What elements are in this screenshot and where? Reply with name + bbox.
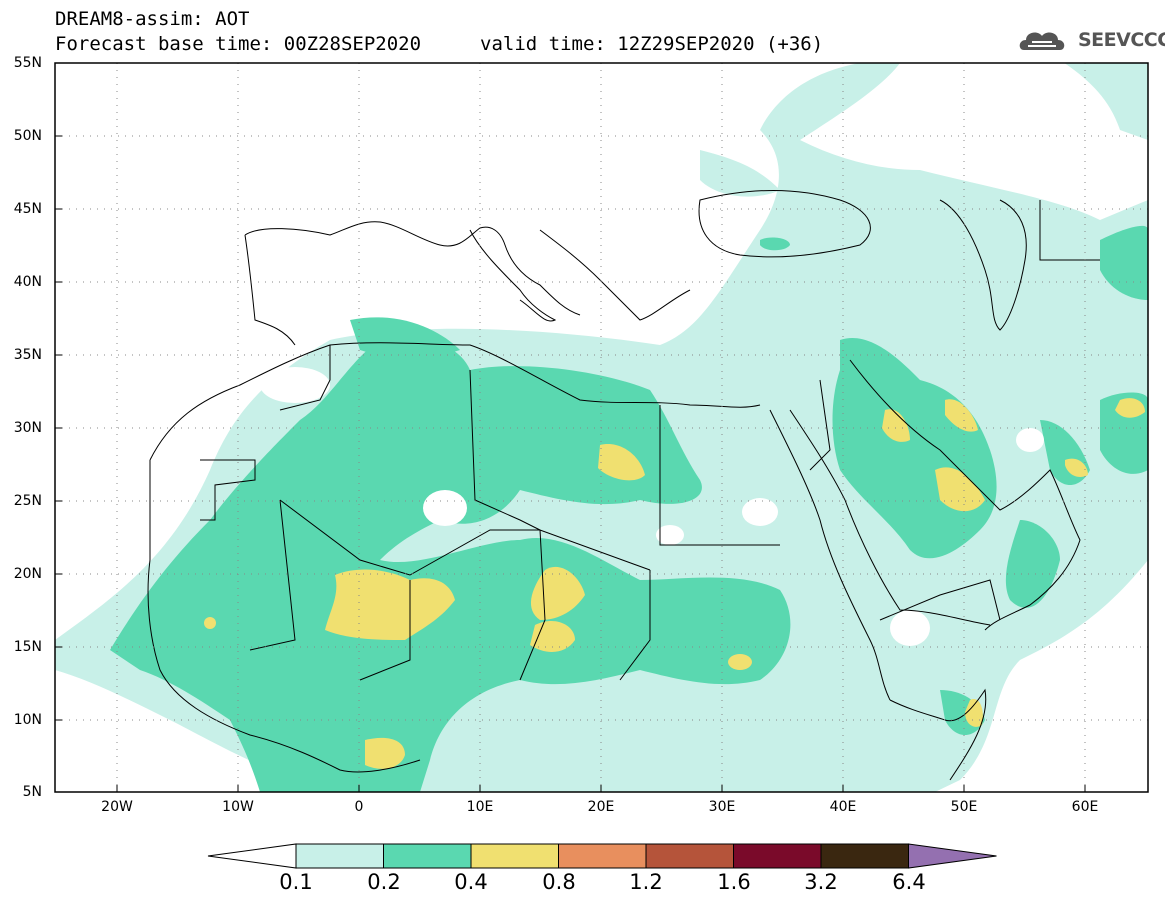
logo-text: SEEVCCC bbox=[1078, 29, 1165, 51]
lon-label: 50E bbox=[950, 799, 978, 815]
lon-label: 20E bbox=[587, 799, 615, 815]
lat-label: 15N bbox=[13, 639, 42, 655]
lon-label: 30E bbox=[708, 799, 736, 815]
lat-label: 55N bbox=[13, 55, 42, 71]
lat-label: 25N bbox=[13, 493, 42, 509]
lat-label: 35N bbox=[13, 347, 42, 363]
lat-label: 10N bbox=[13, 712, 42, 728]
cloud-logo-icon bbox=[1019, 32, 1065, 50]
lon-label: 20W bbox=[101, 799, 133, 815]
lon-label: 40E bbox=[829, 799, 857, 815]
lat-label: 45N bbox=[13, 201, 42, 217]
colorbar-label: 3.2 bbox=[804, 870, 838, 894]
colorbar-label: 0.4 bbox=[454, 870, 488, 894]
lon-label: 0 bbox=[354, 799, 364, 815]
lat-label: 5N bbox=[22, 784, 42, 800]
lat-label: 20N bbox=[13, 566, 42, 582]
coastlines-borders bbox=[147, 190, 1100, 781]
lat-label: 30N bbox=[13, 420, 42, 436]
lon-label: 10W bbox=[222, 799, 254, 815]
lat-label: 40N bbox=[13, 274, 42, 290]
valid-time: valid time: 12Z29SEP2020 (+36) bbox=[480, 33, 824, 55]
colorbar-label: 0.1 bbox=[279, 870, 313, 894]
contour-0.4 bbox=[204, 398, 1145, 769]
colorbar-label: 1.2 bbox=[629, 870, 663, 894]
axis-ticks bbox=[55, 135, 1086, 792]
lat-label: 50N bbox=[13, 128, 42, 144]
contour-holes bbox=[260, 367, 1044, 646]
colorbar-label: 1.6 bbox=[717, 870, 751, 894]
lon-label: 60E bbox=[1071, 799, 1099, 815]
map-title: DREAM8-assim: AOT bbox=[55, 8, 250, 30]
colorbar-label: 0.2 bbox=[367, 870, 401, 894]
lon-label: 10E bbox=[466, 799, 494, 815]
forecast-base-time: Forecast base time: 00Z28SEP2020 bbox=[55, 33, 422, 55]
colorbar-label: 0.8 bbox=[542, 870, 576, 894]
graticule bbox=[55, 63, 1148, 792]
colorbar-label: 6.4 bbox=[892, 870, 926, 894]
